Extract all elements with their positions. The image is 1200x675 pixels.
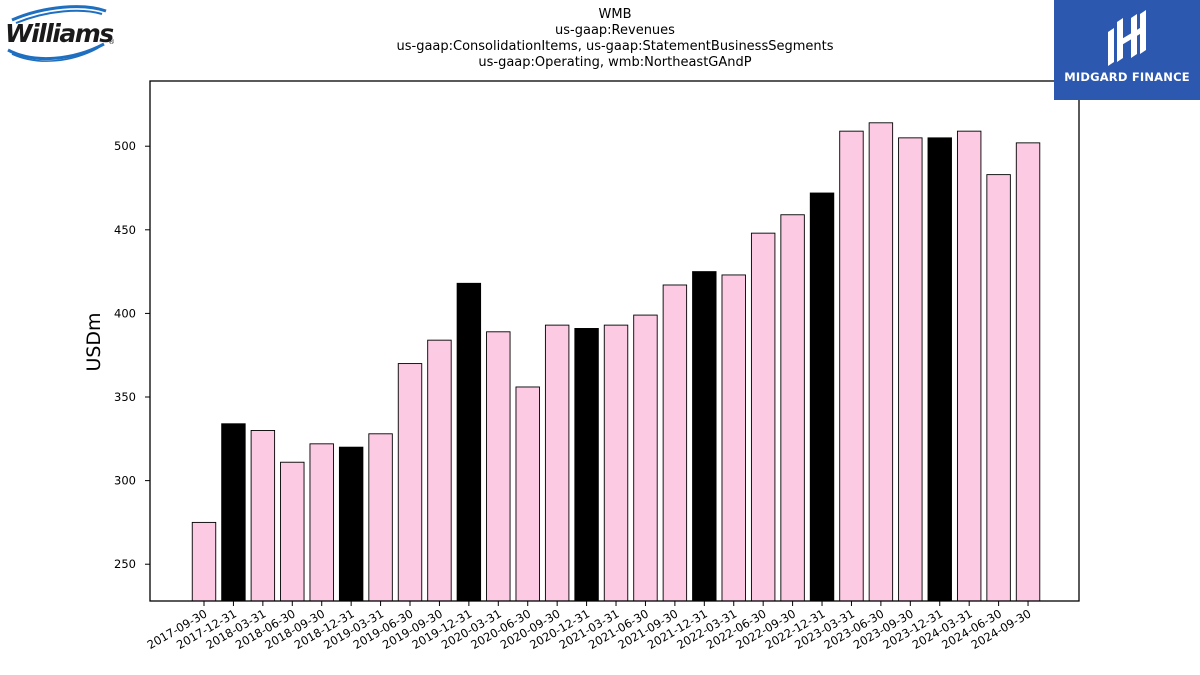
midgard-emblem-icon [1108, 10, 1146, 66]
bar-2021-12-31 [692, 271, 717, 602]
bar-2022-03-31 [721, 274, 746, 602]
x-axis-ticks: 2017-09-302017-12-312018-03-312018-06-30… [145, 601, 1034, 652]
bar-2018-09-30 [309, 443, 334, 602]
y-tick-label: 350 [114, 390, 136, 404]
bar-2021-03-31 [603, 324, 629, 602]
title-line-2: us-gaap:Revenues [555, 23, 675, 38]
bar-2023-03-31 [839, 130, 864, 602]
williams-logo: Williams ® [4, 4, 119, 70]
williams-wordmark: Williams [5, 19, 113, 48]
bar-2023-12-31 [927, 137, 952, 602]
bar-2020-03-31 [486, 331, 511, 602]
chart-title: WMB us-gaap:Revenues us-gaap:Consolidati… [0, 7, 1200, 71]
title-line-1: WMB [598, 7, 632, 22]
y-axis-ticks: 250 300 350 400 450 500 [114, 139, 150, 571]
bar-2021-06-30 [633, 314, 658, 602]
bar-2019-06-30 [397, 363, 423, 602]
bar-2018-06-30 [280, 461, 305, 602]
bar-2017-12-31 [221, 423, 246, 602]
y-tick-label: 400 [114, 306, 136, 320]
bar-2024-06-30 [986, 174, 1011, 602]
williams-swoosh-icon: Williams ® [5, 5, 115, 62]
bars [191, 122, 1041, 602]
bar-2018-12-31 [338, 446, 364, 602]
bar-2023-09-30 [898, 137, 923, 602]
y-axis-label: USDm [83, 312, 105, 372]
bar-2019-09-30 [427, 339, 452, 602]
bar-2024-09-30 [1015, 142, 1041, 602]
bar-2018-03-31 [250, 430, 276, 602]
plot-frame [149, 80, 1080, 602]
bar-2023-06-30 [868, 122, 894, 602]
title-line-3: us-gaap:ConsolidationItems, us-gaap:Stat… [396, 39, 834, 54]
y-tick-label: 300 [114, 474, 136, 488]
bar-2024-03-31 [956, 130, 982, 602]
bar-2019-12-31 [456, 282, 482, 602]
y-tick-label: 500 [114, 139, 136, 153]
bar-2017-09-30 [191, 521, 217, 602]
bar-2022-09-30 [780, 214, 805, 602]
y-tick-label: 250 [114, 557, 136, 571]
bar-2020-12-31 [574, 328, 599, 602]
bar-2022-12-31 [809, 192, 835, 602]
bar-2020-09-30 [544, 324, 570, 602]
bar-2019-03-31 [368, 433, 393, 602]
bar-2020-06-30 [515, 386, 540, 602]
williams-registered-mark: ® [108, 38, 115, 46]
midgard-finance-text: MIDGARD FINANCE [1064, 70, 1190, 84]
bar-2022-06-30 [750, 232, 776, 602]
title-line-4: us-gaap:Operating, wmb:NortheastGAndP [478, 55, 752, 70]
bar-2021-09-30 [662, 284, 688, 602]
midgard-finance-logo: MIDGARD FINANCE [1054, 0, 1200, 100]
y-tick-label: 450 [114, 223, 136, 237]
